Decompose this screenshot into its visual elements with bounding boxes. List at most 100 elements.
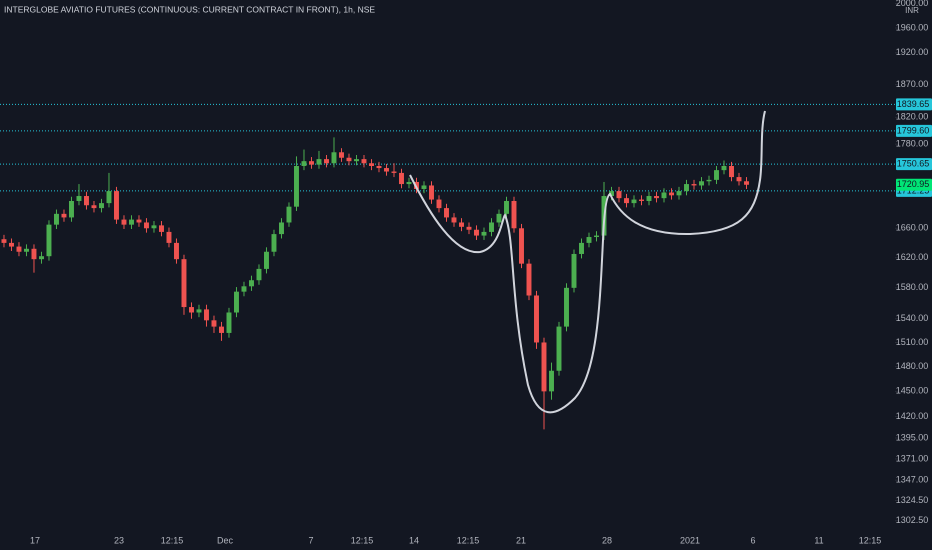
candle-body	[586, 237, 592, 243]
candle-body	[406, 181, 412, 185]
candle-body	[144, 222, 149, 229]
level-label: 1750.65	[897, 159, 930, 169]
candle-body	[159, 225, 164, 232]
y-tick-label: 1450.00	[896, 386, 929, 396]
candle-body	[504, 200, 509, 214]
y-tick-label: 1660.00	[896, 223, 929, 233]
candle-body	[721, 165, 727, 171]
candle-body	[654, 196, 659, 199]
y-tick-label: 1580.00	[896, 282, 929, 292]
y-tick-label: 1371.00	[896, 453, 929, 463]
currency-label: INR	[905, 6, 919, 15]
y-tick-label: 1960.00	[896, 22, 929, 32]
candle-body	[309, 161, 314, 165]
candle-body	[444, 208, 449, 218]
candle-body	[324, 159, 329, 164]
candle-body	[369, 163, 374, 166]
chart-title: INTERGLOBE AVIATIO FUTURES (CONTINUOUS: …	[4, 4, 375, 14]
x-tick-label: 12:15	[859, 535, 882, 545]
candle-body	[1, 239, 7, 243]
candle-body	[106, 191, 112, 204]
candle-body	[474, 229, 479, 236]
level-badge	[896, 98, 932, 111]
candle-body	[534, 295, 539, 343]
candle-body	[391, 171, 397, 173]
candle-body	[339, 152, 344, 158]
candle-body	[264, 251, 269, 269]
candle-body	[189, 307, 194, 313]
x-tick-label: 6	[751, 535, 756, 545]
candle-body	[234, 291, 239, 313]
candle-body	[256, 268, 262, 281]
candle-body	[46, 224, 52, 257]
y-tick-label: 1920.00	[896, 47, 929, 57]
candle-body	[571, 253, 577, 288]
candle-body	[684, 184, 689, 192]
candle-body	[699, 181, 704, 186]
candle-body	[316, 159, 322, 165]
x-tick-label: 12:15	[457, 535, 480, 545]
plot	[0, 103, 895, 430]
candle-body	[361, 159, 367, 164]
level-label: 1839.65	[897, 99, 930, 109]
y-tick-label: 1480.00	[896, 361, 929, 371]
candle-body	[609, 191, 614, 197]
candle-body	[99, 203, 104, 209]
y-tick-label: 1780.00	[896, 138, 929, 148]
candle-body	[249, 280, 254, 287]
y-tick-label: 1302.50	[896, 515, 929, 525]
candle-body	[489, 222, 494, 232]
candle-body	[496, 213, 502, 223]
candle-body	[429, 185, 434, 200]
x-tick-label: 12:15	[351, 535, 374, 545]
x-tick-label: 23	[114, 535, 124, 545]
candle-body	[376, 165, 382, 169]
candle-body	[301, 161, 307, 166]
candle-body	[136, 219, 142, 223]
candle-body	[211, 320, 217, 327]
last-price-label: 1720.95	[897, 179, 930, 189]
y-tick-label: 1420.00	[896, 411, 929, 421]
candle-body	[286, 206, 292, 223]
candle-body	[541, 342, 547, 392]
candle-body	[451, 217, 457, 223]
x-tick-label: 17	[30, 535, 40, 545]
candle-body	[241, 286, 247, 292]
x-tick-label: Dec	[217, 535, 234, 545]
y-tick-label: 1324.50	[896, 495, 929, 505]
cup-drawing	[409, 110, 766, 414]
candle-body	[526, 263, 532, 296]
candle-body	[226, 312, 232, 333]
y-tick-label: 1510.00	[896, 337, 929, 347]
candle-body	[204, 309, 209, 321]
candle-body	[151, 225, 157, 229]
price-axis: 2000.00 1960.00 1920.00 1870.00 1820.00 1780.…	[30, 0, 932, 545]
candle-body	[294, 165, 299, 207]
candle-body	[616, 191, 622, 199]
x-tick-label: 21	[516, 535, 526, 545]
candle-body	[556, 326, 562, 371]
candle-body	[31, 248, 37, 260]
candle-body	[61, 213, 67, 218]
candle-body	[691, 184, 697, 186]
candle-body	[706, 179, 712, 182]
candle-body	[736, 177, 742, 182]
x-tick-label: 14	[409, 535, 419, 545]
candle-body	[354, 159, 359, 162]
candle-body	[129, 219, 134, 225]
candle-body	[121, 219, 127, 225]
candle-body	[24, 248, 29, 252]
last-price-badge	[896, 178, 932, 191]
level-label: 1799.60	[897, 125, 930, 135]
y-tick-label: 1347.00	[896, 475, 929, 485]
candle-body	[16, 246, 22, 252]
candle-body	[399, 172, 404, 185]
level-badge	[896, 124, 932, 137]
candle-body	[84, 196, 89, 206]
candle-body	[174, 242, 179, 260]
candle-body	[639, 199, 644, 201]
y-tick-label: 1870.00	[896, 79, 929, 89]
candle-body	[519, 228, 524, 264]
candle-body	[511, 200, 517, 229]
